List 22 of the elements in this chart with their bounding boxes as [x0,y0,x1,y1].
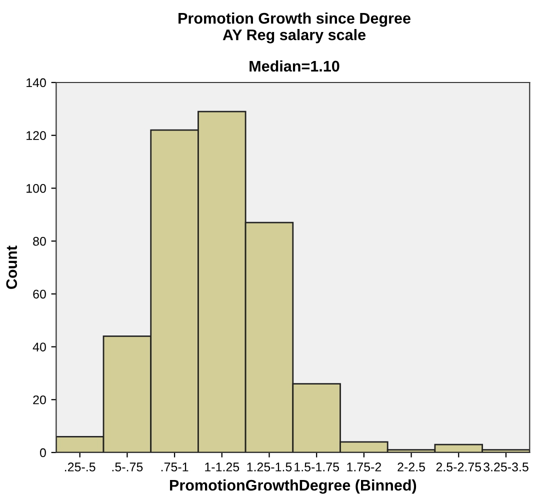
x-tick-label: 1.5-1.75 [294,462,339,472]
x-tick-label: 1.75-2 [347,462,382,472]
chart-title: Promotion Growth since Degree AY Reg salary scale [178,12,410,44]
y-axis-title: Count [6,246,18,289]
x-tick-label: 3.25-3.5 [484,462,528,472]
y-tick-label: 140 [26,78,46,88]
x-tick-label: .75-1 [161,462,188,472]
y-tick-label: 120 [26,131,46,140]
x-tick-label: .25-.5 [65,462,96,472]
y-tick-label: 80 [33,236,46,246]
x-tick-label: 2-2.5 [398,462,426,472]
x-tick-label: 1-1.25 [205,462,240,472]
x-axis-title: PromotionGrowthDegree (Binned) [170,479,416,494]
chart-subtitle: Median=1.10 [250,60,340,72]
y-tick-label: 20 [33,395,46,404]
x-tick-label: 1.25-1.5 [247,462,292,472]
y-tick-label: 60 [33,290,46,299]
x-tick-label: 2.5-2.75 [436,462,482,472]
y-tick-label: 40 [32,342,46,352]
x-tick-label: .5-.75 [112,462,143,472]
y-tick-label: 0 [40,448,46,458]
y-tick-label: 100 [26,184,46,193]
